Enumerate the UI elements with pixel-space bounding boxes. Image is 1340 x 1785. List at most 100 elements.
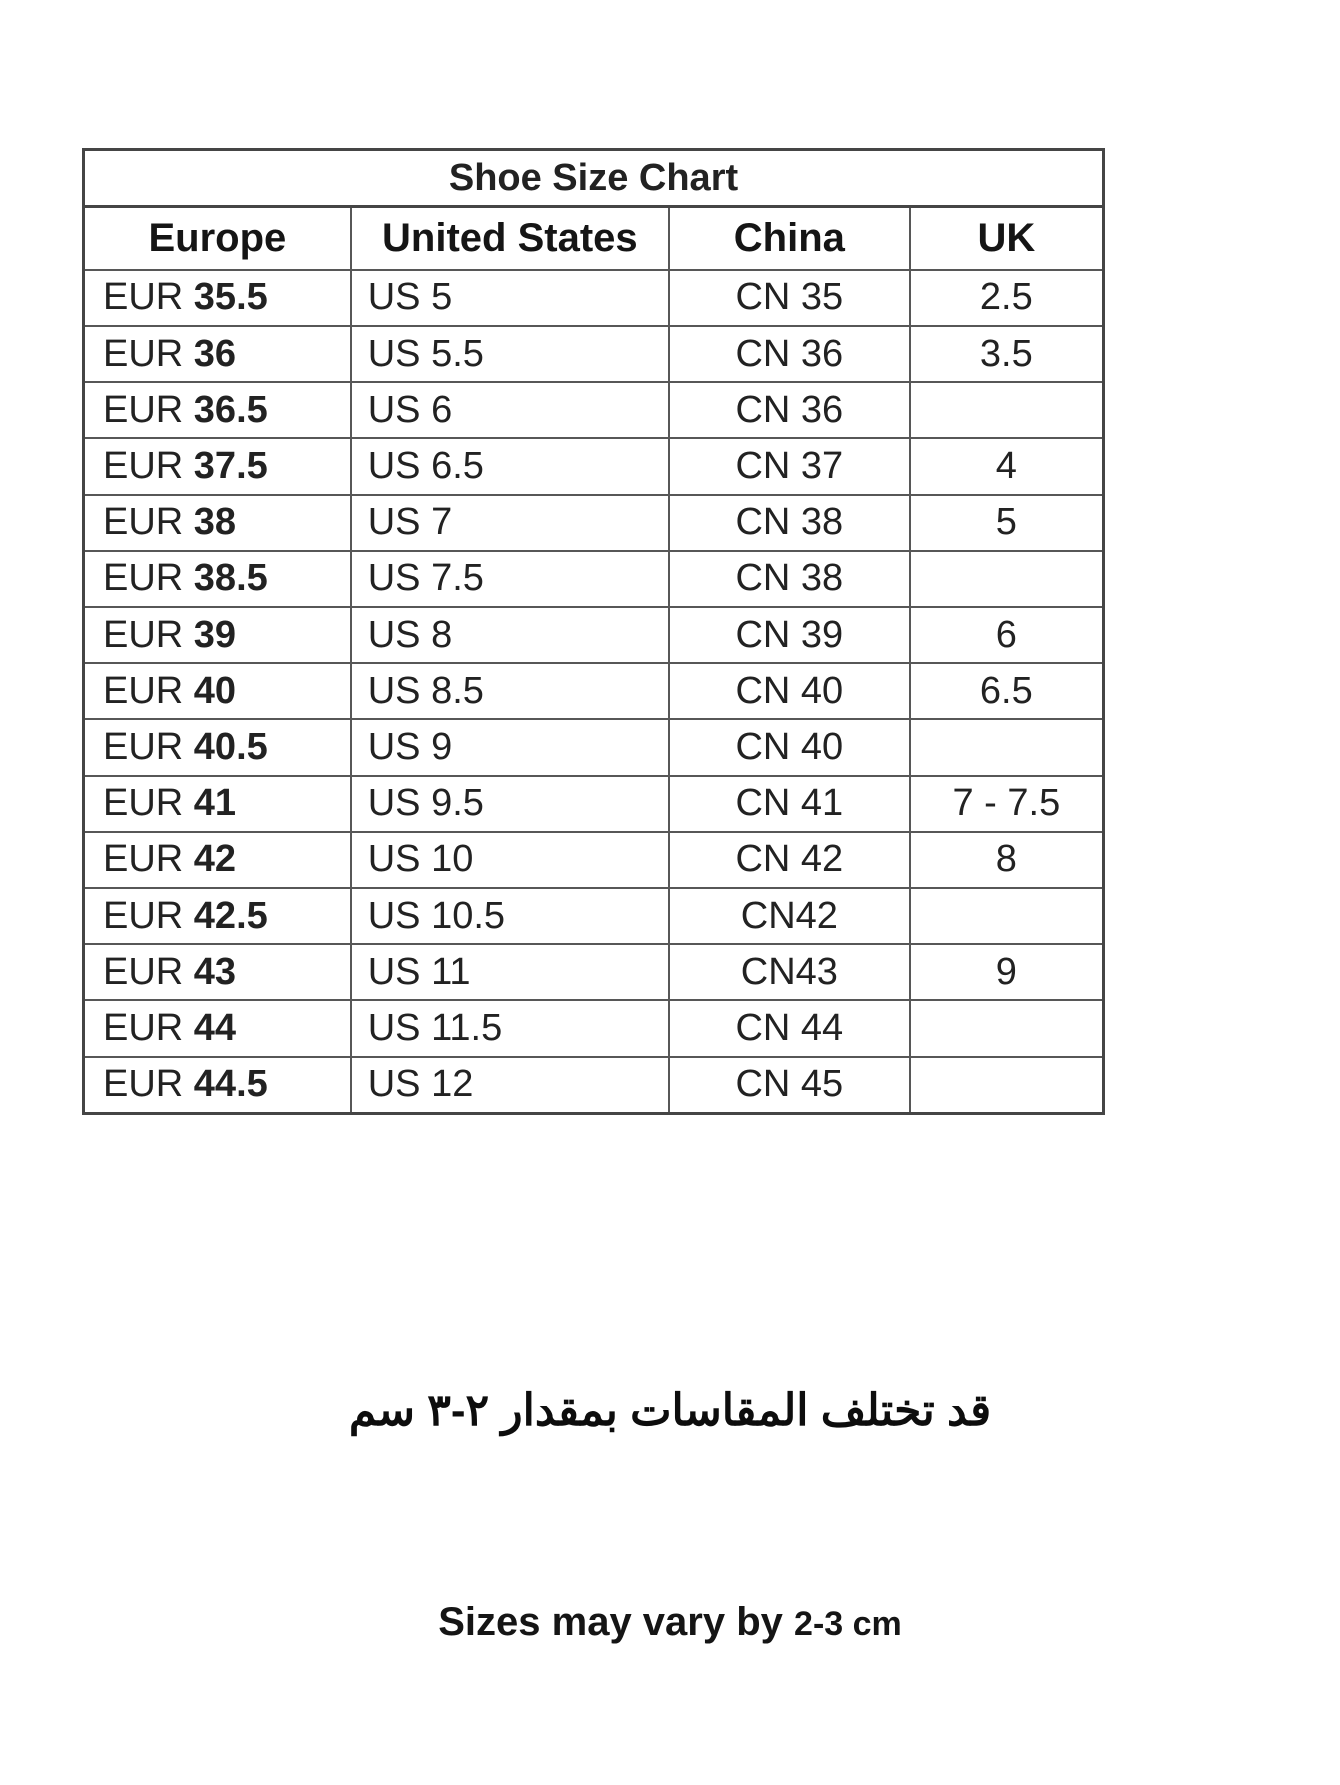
- eur-cell: EUR 39: [82, 605, 352, 665]
- eur-value: 36: [193, 332, 237, 375]
- uk-cell: [908, 718, 1105, 777]
- column-header-uk: UK: [908, 205, 1105, 271]
- uk-cell: 7 - 7.5: [908, 774, 1105, 833]
- cn-cell: CN 38: [667, 493, 911, 552]
- cn-cell: CN 35: [667, 268, 911, 327]
- eur-prefix: EUR: [103, 950, 184, 993]
- eur-prefix: EUR: [103, 557, 184, 600]
- us-cell: US 6: [349, 381, 670, 440]
- us-cell: US 7.5: [349, 549, 670, 608]
- uk-cell: 2.5: [908, 268, 1105, 327]
- column-header-united-states: United States: [349, 205, 670, 271]
- table-row: EUR 38 US 7 CN 38 5: [82, 493, 1105, 552]
- table-row: EUR 40.5 US 9 CN 40: [82, 718, 1105, 777]
- table-row: EUR 42 US 10 CN 42 8: [82, 830, 1105, 889]
- us-cell: US 7: [349, 493, 670, 552]
- eur-value: 42.5: [193, 894, 268, 937]
- footer-note-arabic: قد تختلف المقاسات بمقدار ٢-٣ سم: [348, 1386, 992, 1435]
- eur-prefix: EUR: [103, 894, 184, 937]
- eur-cell: EUR 43: [82, 943, 352, 1002]
- footer-note-english-size: 2-3 cm: [794, 1605, 902, 1643]
- uk-cell: 9: [908, 943, 1105, 1002]
- us-cell: US 12: [349, 1055, 670, 1115]
- us-cell: US 11: [349, 943, 670, 1002]
- eur-value: 41: [193, 782, 237, 825]
- eur-prefix: EUR: [103, 669, 184, 712]
- eur-value: 40.5: [193, 725, 268, 768]
- us-cell: US 10: [349, 830, 670, 889]
- eur-cell: EUR 35.5: [82, 268, 352, 327]
- eur-cell: EUR 38: [82, 493, 352, 552]
- eur-value: 36.5: [193, 388, 268, 431]
- cn-cell: CN 44: [667, 999, 911, 1058]
- cn-cell: CN 40: [667, 718, 911, 777]
- cn-cell: CN 36: [667, 324, 911, 384]
- cn-cell: CN 40: [667, 662, 911, 721]
- table-row: EUR 36.5 US 6 CN 36: [82, 381, 1105, 440]
- cn-cell: CN42: [667, 886, 911, 946]
- uk-cell: 6.5: [908, 662, 1105, 721]
- table-row: EUR 40 US 8.5 CN 40 6.5: [82, 662, 1105, 721]
- uk-cell: [908, 1055, 1105, 1115]
- us-cell: US 8.5: [349, 662, 670, 721]
- eur-value: 39: [193, 613, 237, 656]
- eur-cell: EUR 44.5: [82, 1055, 352, 1115]
- eur-prefix: EUR: [103, 332, 184, 375]
- table-row: EUR 35.5 US 5 CN 35 2.5: [82, 268, 1105, 327]
- eur-value: 38: [193, 501, 237, 544]
- eur-cell: EUR 42: [82, 830, 352, 889]
- uk-cell: [908, 886, 1105, 946]
- us-cell: US 6.5: [349, 437, 670, 496]
- eur-value: 35.5: [193, 276, 268, 319]
- cn-cell: CN 38: [667, 549, 911, 608]
- us-cell: US 9.5: [349, 774, 670, 833]
- eur-value: 40: [193, 669, 237, 712]
- eur-prefix: EUR: [103, 388, 184, 431]
- column-header-europe: Europe: [82, 205, 352, 271]
- uk-cell: [908, 381, 1105, 440]
- cn-cell: CN 41: [667, 774, 911, 833]
- eur-prefix: EUR: [103, 1006, 184, 1049]
- uk-cell: [908, 549, 1105, 608]
- shoe-size-table: Shoe Size Chart Europe United States Chi…: [82, 148, 1105, 1115]
- eur-value: 38.5: [193, 557, 268, 600]
- cn-cell: CN 37: [667, 437, 911, 496]
- table-row: EUR 37.5 US 6.5 CN 37 4: [82, 437, 1105, 496]
- us-cell: US 9: [349, 718, 670, 777]
- eur-cell: EUR 40.5: [82, 718, 352, 777]
- footer-note-english: Sizes may vary by 2-3 cm: [0, 1600, 1340, 1645]
- eur-cell: EUR 44: [82, 999, 352, 1058]
- eur-cell: EUR 42.5: [82, 886, 352, 946]
- cn-cell: CN 42: [667, 830, 911, 889]
- table-row: EUR 42.5 US 10.5 CN42: [82, 886, 1105, 946]
- us-cell: US 11.5: [349, 999, 670, 1058]
- eur-cell: EUR 36: [82, 324, 352, 384]
- cn-cell: CN 45: [667, 1055, 911, 1115]
- table-row: EUR 44 US 11.5 CN 44: [82, 999, 1105, 1058]
- table-row: EUR 43 US 11 CN43 9: [82, 943, 1105, 1002]
- eur-value: 37.5: [193, 444, 268, 487]
- us-cell: US 5: [349, 268, 670, 327]
- table-title: Shoe Size Chart: [83, 149, 1104, 209]
- eur-prefix: EUR: [103, 444, 184, 487]
- eur-prefix: EUR: [103, 613, 184, 656]
- uk-cell: 8: [908, 830, 1105, 889]
- table-row: EUR 44.5 US 12 CN 45: [82, 1055, 1105, 1115]
- cn-cell: CN 36: [667, 381, 911, 440]
- uk-cell: 4: [908, 437, 1105, 496]
- eur-cell: EUR 40: [82, 662, 352, 721]
- uk-cell: 6: [908, 605, 1105, 665]
- eur-value: 44: [193, 1006, 237, 1049]
- us-cell: US 10.5: [349, 886, 670, 946]
- column-header-china: China: [667, 205, 911, 271]
- table-row: EUR 38.5 US 7.5 CN 38: [82, 549, 1105, 608]
- eur-prefix: EUR: [103, 838, 184, 881]
- table-row: EUR 41 US 9.5 CN 41 7 - 7.5: [82, 774, 1105, 833]
- eur-cell: EUR 37.5: [82, 437, 352, 496]
- eur-value: 42: [193, 838, 237, 881]
- table-row: EUR 39 US 8 CN 39 6: [82, 605, 1105, 665]
- eur-value: 44.5: [193, 1063, 268, 1106]
- eur-prefix: EUR: [103, 725, 184, 768]
- table-row: EUR 36 US 5.5 CN 36 3.5: [82, 324, 1105, 384]
